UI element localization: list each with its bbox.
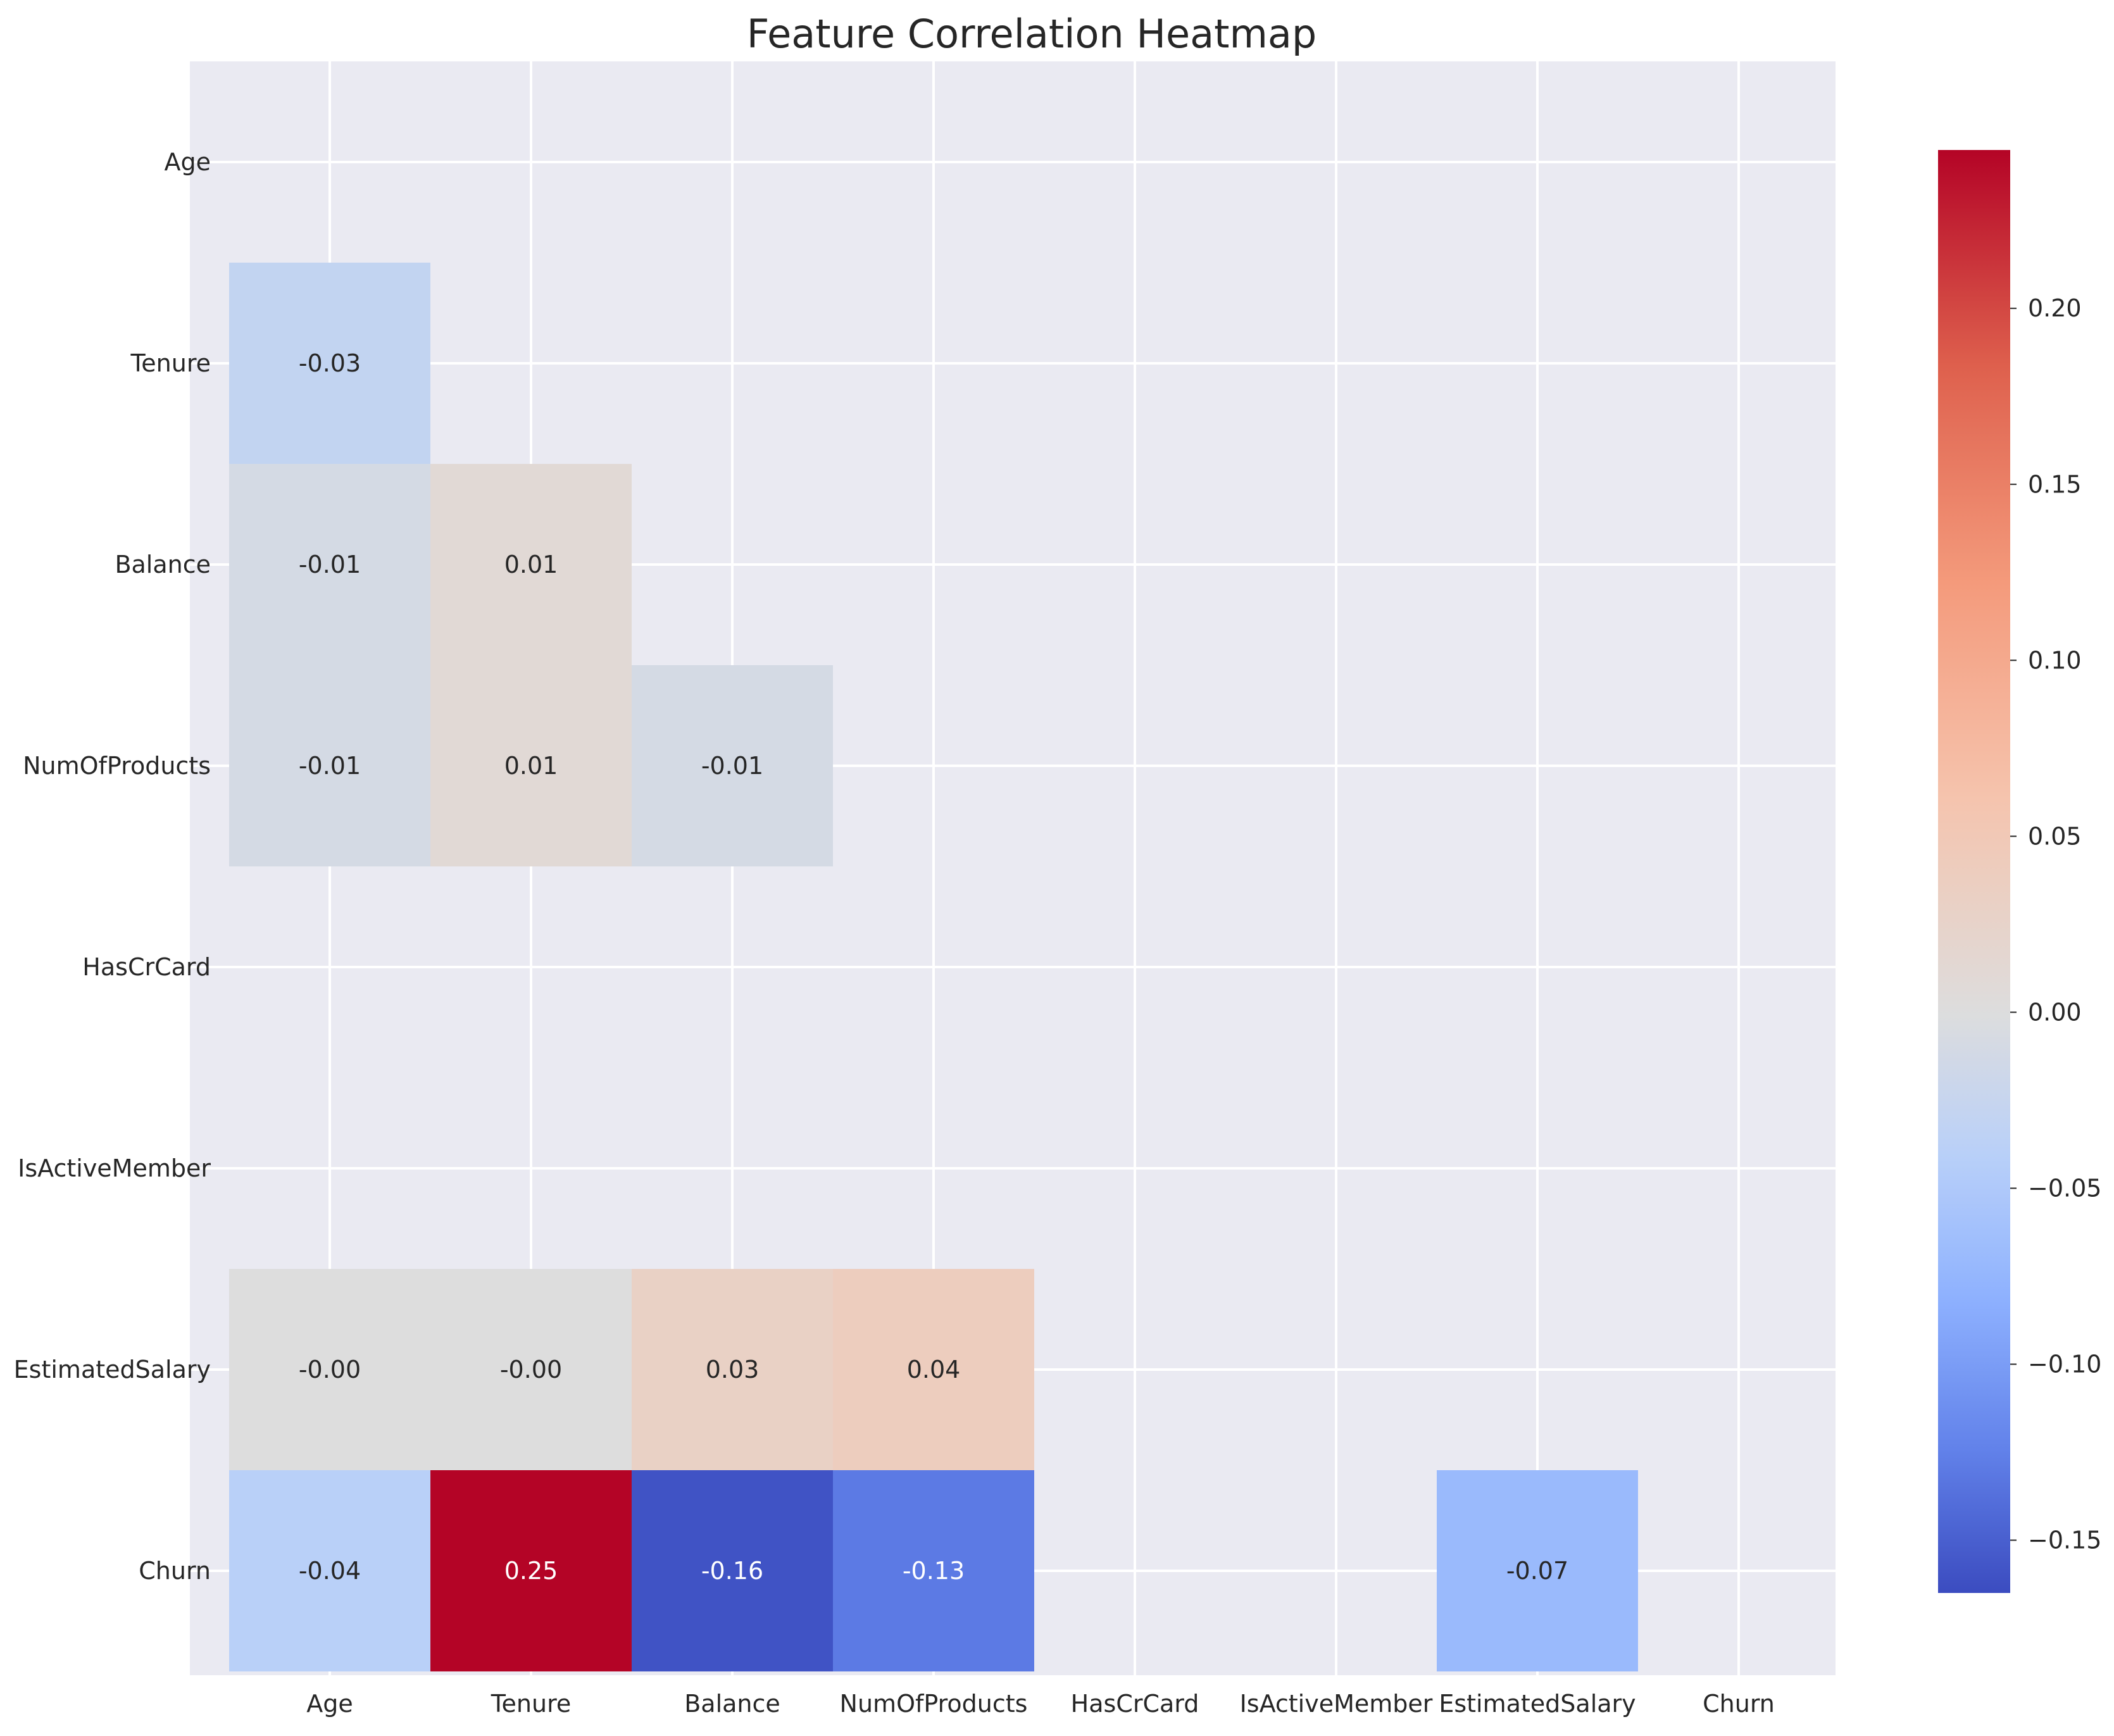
- heatmap-cell: [229, 263, 430, 464]
- heatmap-cell: [229, 665, 430, 866]
- heatmap-cell: [1437, 1470, 1638, 1671]
- colorbar-tick-label: −0.15: [2028, 1527, 2101, 1554]
- colorbar-tick-label: 0.15: [2028, 470, 2082, 498]
- heatmap-cell-label: -0.00: [500, 1356, 562, 1383]
- colorbar-tick-label: 0.10: [2028, 646, 2082, 674]
- colorbar-tick-label: 0.05: [2028, 822, 2082, 850]
- chart-title: Feature Correlation Heatmap: [747, 11, 1317, 57]
- heatmap-cell: [430, 665, 632, 866]
- y-tick-label: Balance: [115, 551, 211, 578]
- heatmap-cell-label: -0.01: [299, 551, 361, 578]
- x-tick-label: Churn: [1703, 1690, 1775, 1718]
- y-tick-label: EstimatedSalary: [14, 1356, 211, 1383]
- heatmap-cells: [229, 263, 1638, 1671]
- heatmap-cell-label: -0.03: [299, 349, 361, 377]
- y-tick-label: IsActiveMember: [18, 1154, 211, 1182]
- heatmap-cell-label: 0.03: [706, 1356, 760, 1383]
- x-tick-label: Tenure: [491, 1690, 571, 1718]
- heatmap-cell: [632, 1470, 833, 1671]
- colorbar-tick-label: −0.10: [2028, 1351, 2101, 1378]
- colorbar-tick-label: −0.05: [2028, 1174, 2101, 1202]
- x-tick-label: IsActiveMember: [1240, 1690, 1433, 1718]
- heatmap-cell-label: -0.01: [299, 752, 361, 780]
- heatmap-cell: [833, 1269, 1034, 1470]
- heatmap-cell: [632, 1269, 833, 1470]
- y-axis-tick-labels: Age Tenure Balance NumOfProducts HasCrCard Is…: [14, 148, 211, 1585]
- heatmap-cell: [430, 1269, 632, 1470]
- x-tick-label: NumOfProducts: [840, 1690, 1028, 1718]
- heatmap-cell-label: 0.25: [504, 1557, 558, 1585]
- colorbar-tick-label: 0.00: [2028, 998, 2082, 1026]
- heatmap-cell-labels: -0.03 -0.01 0.01 -0.01 0.01 -0.01 -0.00 -0.00 0.…: [299, 349, 1568, 1585]
- colorbar-tick-label: 0.20: [2028, 294, 2082, 322]
- colorbar: [1938, 150, 2010, 1593]
- heatmap-cell: [229, 1470, 430, 1671]
- y-tick-label: NumOfProducts: [23, 752, 211, 780]
- heatmap-cell: [430, 464, 632, 665]
- x-tick-label: Age: [306, 1690, 353, 1718]
- heatmap-cell: [430, 1470, 632, 1671]
- heatmap-cell: [833, 1470, 1034, 1671]
- heatmap-cell-label: -0.04: [299, 1557, 361, 1585]
- heatmap-cell-label: -0.07: [1506, 1557, 1568, 1585]
- heatmap-cell-label: 0.01: [504, 551, 558, 578]
- y-tick-label: Churn: [139, 1557, 211, 1585]
- x-axis-tick-labels: Age Tenure Balance NumOfProducts HasCrCard Is…: [306, 1690, 1775, 1718]
- y-tick-label: HasCrCard: [82, 953, 211, 981]
- colorbar-tick-labels: 0.20 0.15 0.10 0.05 0.00 −0.05 −0.10 −0.15: [2010, 294, 2101, 1554]
- heatmap-cell-label: -0.16: [701, 1557, 763, 1585]
- y-tick-label: Age: [165, 148, 211, 176]
- heatmap-cell: [229, 1269, 430, 1470]
- x-tick-label: HasCrCard: [1071, 1690, 1199, 1718]
- heatmap-cell-label: -0.00: [299, 1356, 361, 1383]
- heatmap-cell-label: -0.13: [903, 1557, 965, 1585]
- heatmap-cell-label: -0.01: [701, 752, 763, 780]
- y-tick-label: Tenure: [130, 349, 211, 377]
- heatmap-cell: [632, 665, 833, 866]
- heatmap-cell: [229, 464, 430, 665]
- x-tick-label: EstimatedSalary: [1439, 1690, 1636, 1718]
- heatmap-cell-label: 0.04: [907, 1356, 961, 1383]
- x-tick-label: Balance: [684, 1690, 780, 1718]
- heatmap-cell-label: 0.01: [504, 752, 558, 780]
